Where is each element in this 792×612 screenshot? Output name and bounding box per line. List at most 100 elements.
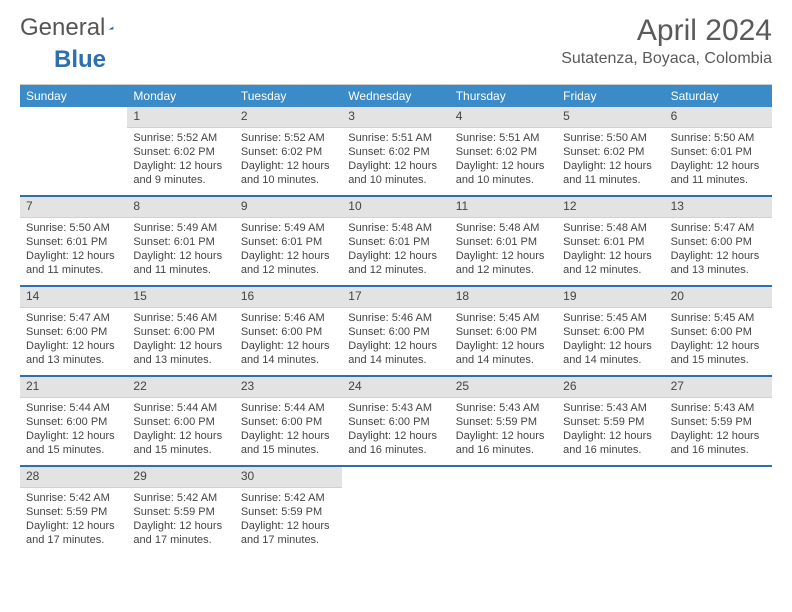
sunset-text: Sunset: 5:59 PM — [241, 505, 336, 519]
day-cell: 15Sunrise: 5:46 AMSunset: 6:00 PMDayligh… — [127, 287, 234, 375]
day-details: Sunrise: 5:50 AMSunset: 6:01 PMDaylight:… — [665, 128, 772, 194]
daylight-text: Daylight: 12 hours and 10 minutes. — [348, 159, 443, 188]
sunset-text: Sunset: 6:00 PM — [671, 325, 766, 339]
daylight-text: Daylight: 12 hours and 14 minutes. — [563, 339, 658, 368]
day-cell: 13Sunrise: 5:47 AMSunset: 6:00 PMDayligh… — [665, 197, 772, 285]
day-cell: 18 Sunrise: 5:45 AMSunset: 6:00 PMDayligh… — [450, 287, 557, 375]
day-cell: 7Sunrise: 5:50 AMSunset: 6:01 PMDaylight… — [20, 197, 127, 285]
day-cell: 23Sunrise: 5:44 AMSunset: 6:00 PMDayligh… — [235, 377, 342, 465]
day-cell: 2Sunrise: 5:52 AMSunset: 6:02 PMDaylight… — [235, 107, 342, 195]
sunrise-text: Sunrise: 5:48 AM — [348, 221, 443, 235]
day-details: Sunrise: 5:43 AMSunset: 5:59 PMDaylight:… — [450, 398, 557, 464]
day-cell: 21Sunrise: 5:44 AMSunset: 6:00 PMDayligh… — [20, 377, 127, 465]
day-header: Friday — [557, 85, 664, 107]
sunset-text: Sunset: 6:01 PM — [671, 145, 766, 159]
sunrise-text: Sunrise: 5:46 AM — [241, 311, 336, 325]
daylight-text: Daylight: 12 hours and 16 minutes. — [348, 429, 443, 458]
day-number: 25 — [450, 377, 557, 398]
day-number: 7 — [20, 197, 127, 218]
day-details: Sunrise: 5:51 AMSunset: 6:02 PMDaylight:… — [342, 128, 449, 194]
sunset-text: Sunset: 6:00 PM — [241, 325, 336, 339]
sunset-text: Sunset: 6:02 PM — [348, 145, 443, 159]
day-cell: 1Sunrise: 5:52 AMSunset: 6:02 PMDaylight… — [127, 107, 234, 195]
month-title: April 2024 — [561, 14, 772, 48]
sunrise-text: Sunrise: 5:46 AM — [348, 311, 443, 325]
sunset-text: Sunset: 6:01 PM — [133, 235, 228, 249]
day-number: 3 — [342, 107, 449, 128]
day-number: 6 — [665, 107, 772, 128]
sunrise-text: Sunrise: 5:45 AM — [456, 311, 551, 325]
day-header: Thursday — [450, 85, 557, 107]
location-text: Sutatenza, Boyaca, Colombia — [561, 50, 772, 68]
day-cell: 8Sunrise: 5:49 AMSunset: 6:01 PMDaylight… — [127, 197, 234, 285]
daylight-text: Daylight: 12 hours and 17 minutes. — [133, 519, 228, 548]
sunset-text: Sunset: 5:59 PM — [563, 415, 658, 429]
day-details: Sunrise: 5:46 AMSunset: 6:00 PMDaylight:… — [235, 308, 342, 374]
daylight-text: Daylight: 12 hours and 12 minutes. — [348, 249, 443, 278]
daylight-text: Daylight: 12 hours and 10 minutes. — [241, 159, 336, 188]
day-details: Sunrise: 5:52 AMSunset: 6:02 PMDaylight:… — [235, 128, 342, 194]
day-number: 12 — [557, 197, 664, 218]
day-cell: 28Sunrise: 5:42 AMSunset: 5:59 PMDayligh… — [20, 467, 127, 555]
daylight-text: Daylight: 12 hours and 11 minutes. — [133, 249, 228, 278]
sunset-text: Sunset: 6:00 PM — [348, 325, 443, 339]
sunset-text: Sunset: 6:01 PM — [456, 235, 551, 249]
day-number: 15 — [127, 287, 234, 308]
daylight-text: Daylight: 12 hours and 10 minutes. — [456, 159, 551, 188]
day-details: Sunrise: 5:46 AMSunset: 6:00 PMDaylight:… — [127, 308, 234, 374]
day-number: 13 — [665, 197, 772, 218]
day-details: Sunrise: 5:44 AMSunset: 6:00 PMDaylight:… — [127, 398, 234, 464]
daylight-text: Daylight: 12 hours and 16 minutes. — [563, 429, 658, 458]
day-details: Sunrise: 5:43 AMSunset: 6:00 PMDaylight:… — [342, 398, 449, 464]
day-number: 27 — [665, 377, 772, 398]
empty-cell — [342, 467, 449, 555]
sunset-text: Sunset: 6:02 PM — [241, 145, 336, 159]
sunrise-text: Sunrise: 5:43 AM — [348, 401, 443, 415]
sunset-text: Sunset: 6:02 PM — [456, 145, 551, 159]
day-number: 5 — [557, 107, 664, 128]
daylight-text: Daylight: 12 hours and 15 minutes. — [133, 429, 228, 458]
day-details: Sunrise: 5:45 AMSunset: 6:00 PMDaylight:… — [557, 308, 664, 374]
day-header: Monday — [127, 85, 234, 107]
sunset-text: Sunset: 6:01 PM — [348, 235, 443, 249]
daylight-text: Daylight: 12 hours and 17 minutes. — [26, 519, 121, 548]
day-header: Saturday — [665, 85, 772, 107]
day-cell: 27Sunrise: 5:43 AMSunset: 5:59 PMDayligh… — [665, 377, 772, 465]
sunset-text: Sunset: 6:00 PM — [456, 325, 551, 339]
sunset-text: Sunset: 6:01 PM — [241, 235, 336, 249]
sunrise-text: Sunrise: 5:45 AM — [671, 311, 766, 325]
day-number: 23 — [235, 377, 342, 398]
sunrise-text: Sunrise: 5:46 AM — [133, 311, 228, 325]
calendar-page: General April 2024 Sutatenza, Boyaca, Co… — [0, 0, 792, 569]
daylight-text: Daylight: 12 hours and 14 minutes. — [348, 339, 443, 368]
sunrise-text: Sunrise: 5:43 AM — [671, 401, 766, 415]
day-number: 1 — [127, 107, 234, 128]
day-number: 26 — [557, 377, 664, 398]
day-cell: 5Sunrise: 5:50 AMSunset: 6:02 PMDaylight… — [557, 107, 664, 195]
daylight-text: Daylight: 12 hours and 14 minutes. — [456, 339, 551, 368]
empty-cell — [450, 467, 557, 555]
sunrise-text: Sunrise: 5:43 AM — [456, 401, 551, 415]
day-number: 18 — [450, 287, 557, 308]
daylight-text: Daylight: 12 hours and 13 minutes. — [133, 339, 228, 368]
day-number: 2 — [235, 107, 342, 128]
day-cell: 20Sunrise: 5:45 AMSunset: 6:00 PMDayligh… — [665, 287, 772, 375]
daylight-text: Daylight: 12 hours and 12 minutes. — [563, 249, 658, 278]
day-details: Sunrise: 5:45 AMSunset: 6:00 PMDaylight:… — [665, 308, 772, 374]
sunrise-text: Sunrise: 5:44 AM — [241, 401, 336, 415]
day-details: Sunrise: 5:42 AMSunset: 5:59 PMDaylight:… — [235, 488, 342, 554]
sunrise-text: Sunrise: 5:50 AM — [26, 221, 121, 235]
daylight-text: Daylight: 12 hours and 15 minutes. — [671, 339, 766, 368]
day-number: 10 — [342, 197, 449, 218]
day-number: 22 — [127, 377, 234, 398]
sunset-text: Sunset: 5:59 PM — [133, 505, 228, 519]
sunrise-text: Sunrise: 5:44 AM — [133, 401, 228, 415]
day-number: 20 — [665, 287, 772, 308]
daylight-text: Daylight: 12 hours and 11 minutes. — [563, 159, 658, 188]
daylight-text: Daylight: 12 hours and 11 minutes. — [26, 249, 121, 278]
sunrise-text: Sunrise: 5:44 AM — [26, 401, 121, 415]
day-cell: 10 Sunrise: 5:48 AMSunset: 6:01 PMDayligh… — [342, 197, 449, 285]
daylight-text: Daylight: 12 hours and 14 minutes. — [241, 339, 336, 368]
day-number: 14 — [20, 287, 127, 308]
day-details: Sunrise: 5:50 AMSunset: 6:01 PMDaylight:… — [20, 218, 127, 284]
